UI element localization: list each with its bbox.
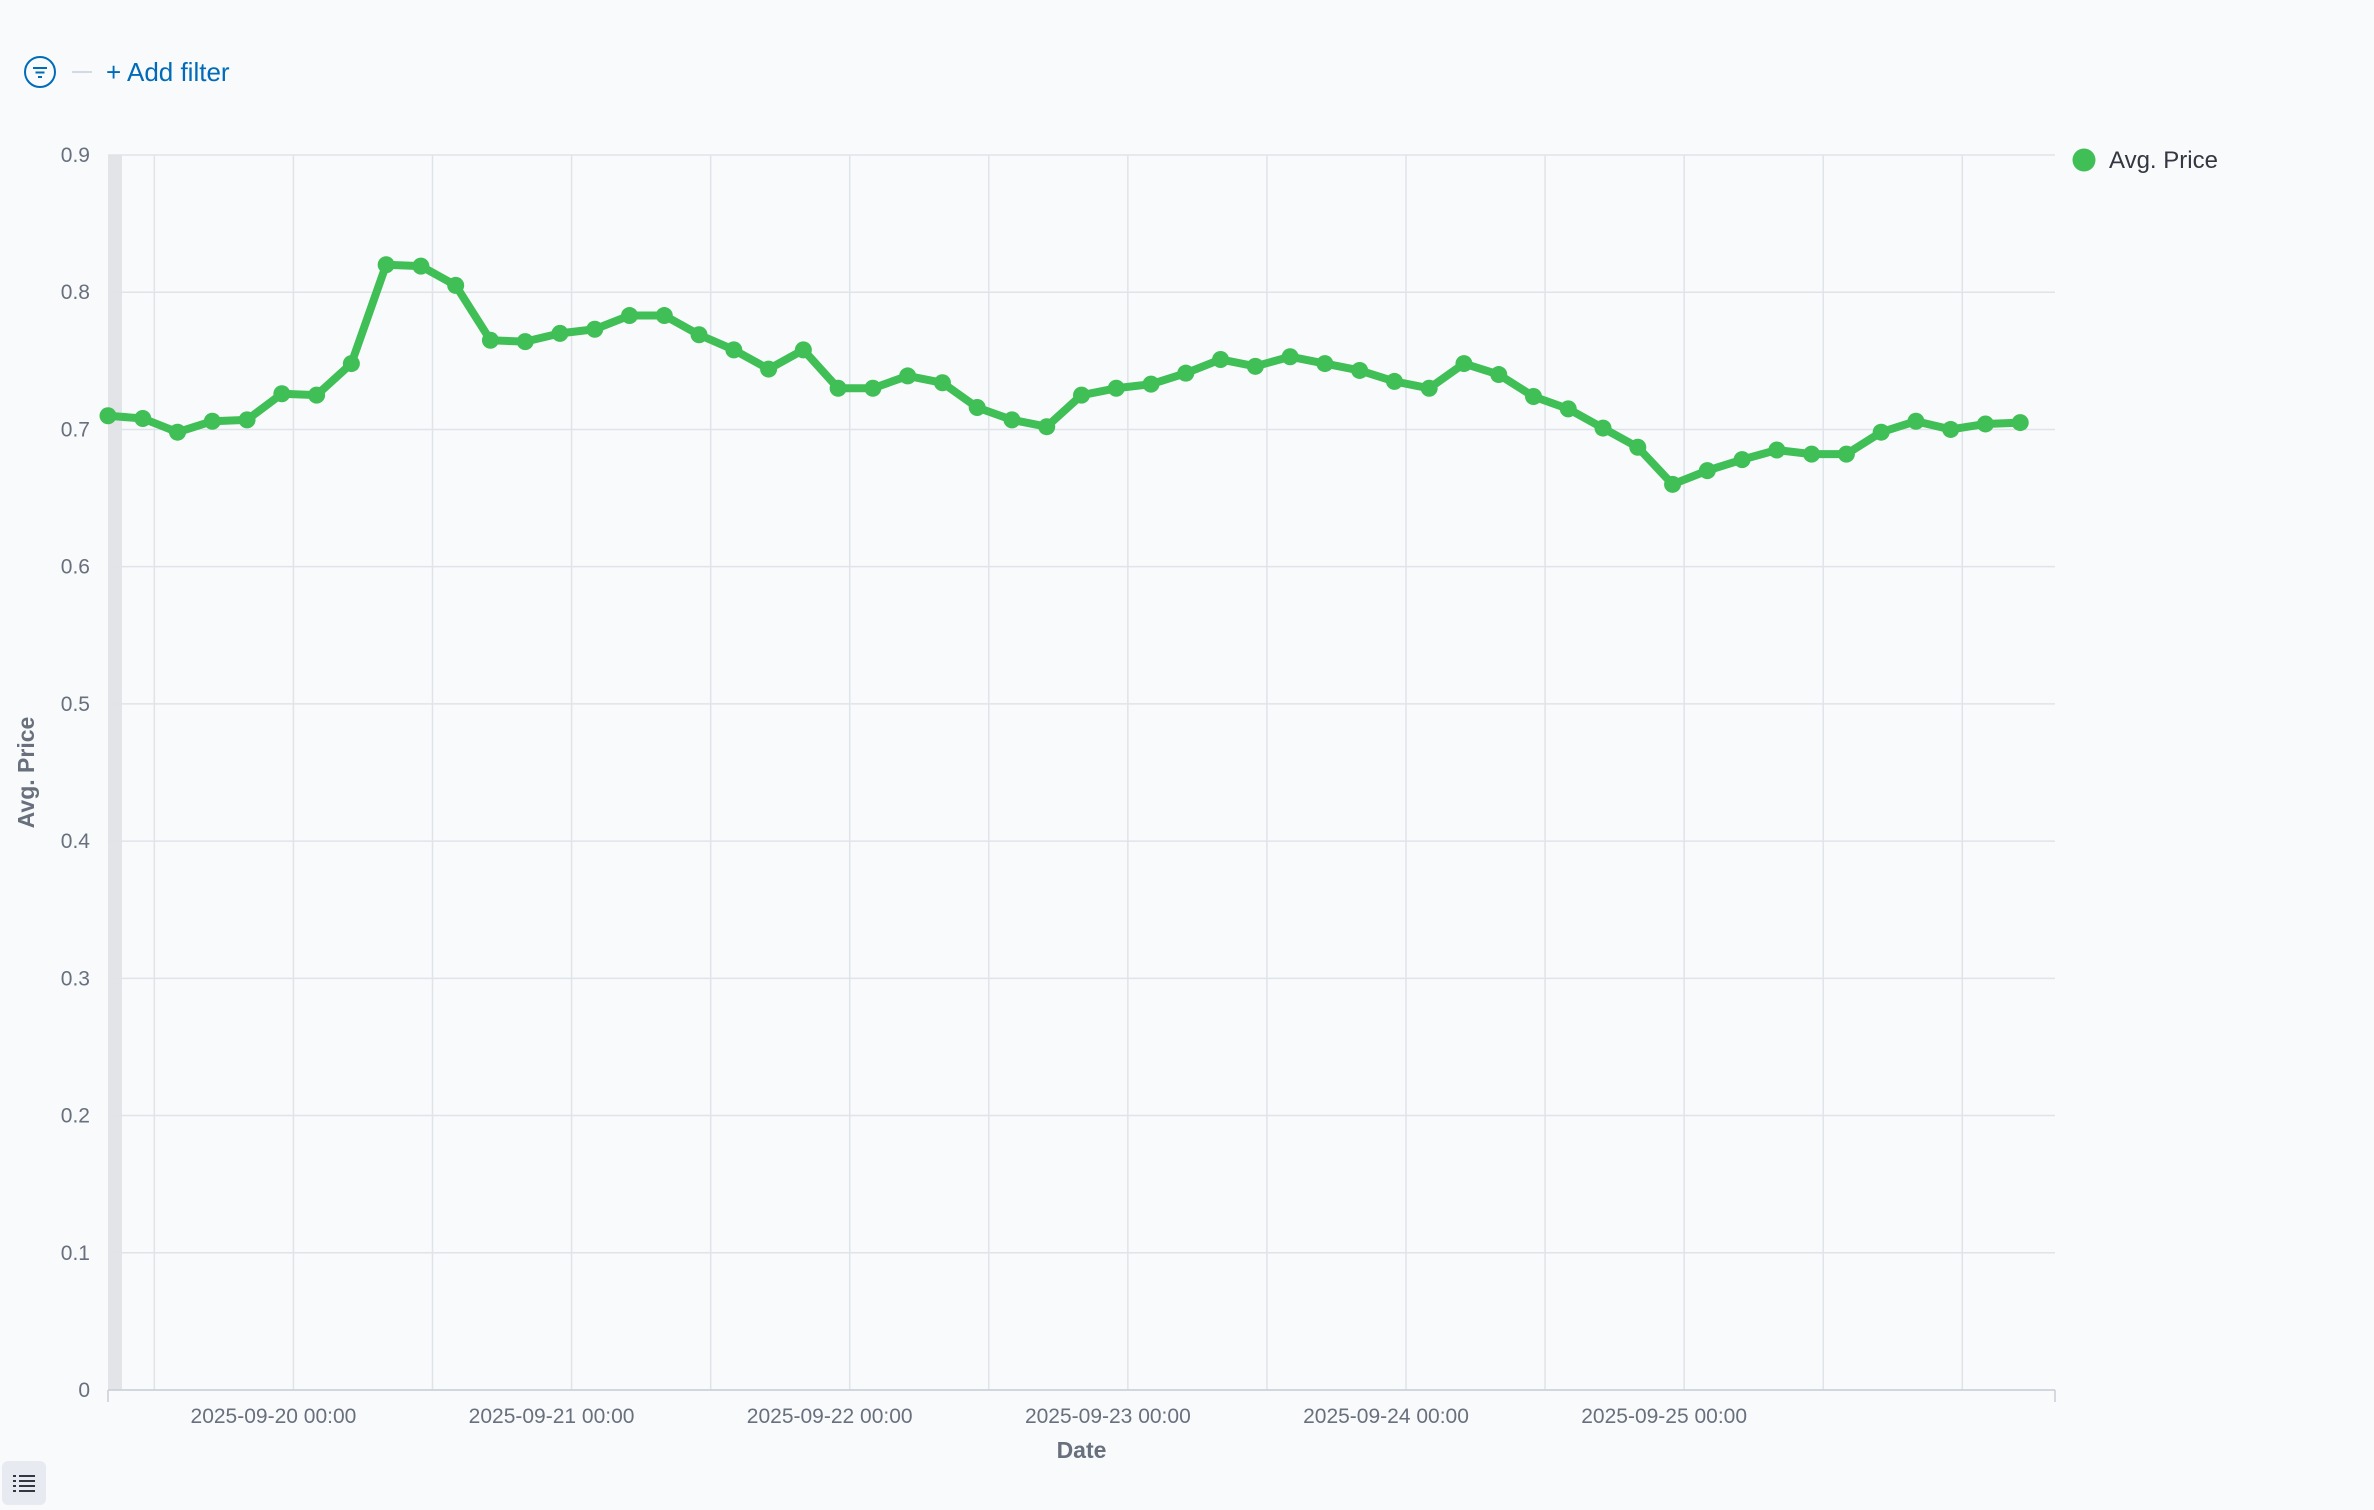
data-point (899, 367, 917, 385)
y-tick-label: 0.2 (61, 1105, 90, 1128)
x-tick-label: 2025-09-21 00:00 (469, 1405, 635, 1428)
data-point (377, 256, 395, 274)
data-point (342, 355, 360, 373)
legend-label: Avg. Price (2109, 147, 2218, 174)
data-point (690, 326, 708, 344)
chart-container: 0 0.1 0.2 0.3 0.4 0.5 0.6 0.7 0.8 0.9 2025-09-20 0… (0, 130, 2374, 1480)
y-tick-label: 0.4 (61, 830, 91, 853)
y-axis-title: Avg. Price (13, 717, 39, 829)
data-point (1524, 388, 1542, 406)
data-point (1976, 415, 1994, 433)
data-point (551, 324, 569, 342)
data-point (516, 333, 534, 351)
data-point (1281, 348, 1299, 366)
filter-bar: + Add filter (22, 52, 230, 92)
data-point (169, 423, 187, 441)
data-point (1907, 412, 1925, 430)
data-point (1559, 400, 1577, 418)
data-point (1212, 350, 1230, 368)
list-icon (13, 1475, 35, 1492)
data-point (1942, 420, 1960, 438)
y-tick-label: 0.5 (61, 693, 90, 716)
x-tick-label: 2025-09-23 00:00 (1025, 1405, 1191, 1428)
data-point (238, 411, 256, 429)
line-chart: 0 0.1 0.2 0.3 0.4 0.5 0.6 0.7 0.8 0.9 2025-09-20 0… (13, 144, 2218, 1463)
data-point (586, 320, 604, 338)
data-point (968, 398, 986, 416)
y-tick-label: 0.6 (61, 556, 90, 579)
add-filter-button[interactable]: + Add filter (106, 56, 230, 87)
data-point (1107, 379, 1125, 397)
legend-toggle-button[interactable] (2, 1461, 46, 1505)
data-point (1733, 451, 1751, 469)
data-point (412, 257, 430, 275)
legend-marker (2072, 148, 2096, 172)
out-of-range-band (108, 155, 122, 1390)
series-line (104, 260, 2025, 489)
data-point (134, 409, 152, 427)
data-point (1629, 438, 1647, 456)
data-point (1003, 411, 1021, 429)
y-tick-label: 0.3 (61, 967, 90, 990)
data-point (1038, 418, 1056, 436)
data-point (99, 407, 117, 425)
data-point (1316, 355, 1334, 373)
x-tick-label: 2025-09-20 00:00 (191, 1405, 357, 1428)
data-point (308, 386, 326, 404)
data-point (1351, 361, 1369, 379)
x-tick-label: 2025-09-22 00:00 (747, 1405, 913, 1428)
data-point (1872, 423, 1890, 441)
data-point (1837, 445, 1855, 463)
data-point (1420, 379, 1438, 397)
data-point (273, 385, 291, 403)
data-point (1385, 372, 1403, 390)
data-point (1246, 357, 1264, 375)
data-point (1177, 364, 1195, 382)
data-point (2011, 414, 2029, 432)
data-point (1142, 375, 1160, 393)
data-point (655, 307, 673, 325)
data-point (933, 374, 951, 392)
y-tick-label: 0.9 (61, 144, 90, 167)
data-point (481, 331, 499, 349)
y-tick-label: 0.8 (61, 281, 90, 304)
x-tick-label: 2025-09-25 00:00 (1581, 1405, 1747, 1428)
data-point (725, 341, 743, 359)
y-tick-label: 0 (78, 1379, 90, 1402)
x-tick-label: 2025-09-24 00:00 (1303, 1405, 1469, 1428)
data-point (760, 360, 778, 378)
x-axis-title: Date (1057, 1437, 1107, 1463)
y-tick-label: 0.7 (61, 418, 90, 441)
filter-icon[interactable] (22, 54, 58, 90)
filter-separator (72, 71, 92, 73)
data-point (829, 379, 847, 397)
data-point (1594, 419, 1612, 437)
data-point (1698, 462, 1716, 480)
data-point (1073, 386, 1090, 404)
data-point (203, 412, 221, 430)
data-point (1664, 475, 1682, 493)
data-point (794, 341, 812, 359)
data-point (1768, 441, 1786, 459)
data-point (1490, 366, 1508, 384)
data-point (1455, 355, 1473, 373)
data-point (447, 276, 465, 294)
data-point (864, 379, 882, 397)
y-tick-label: 0.1 (61, 1242, 90, 1265)
data-point (621, 307, 639, 325)
data-point (1803, 445, 1821, 463)
